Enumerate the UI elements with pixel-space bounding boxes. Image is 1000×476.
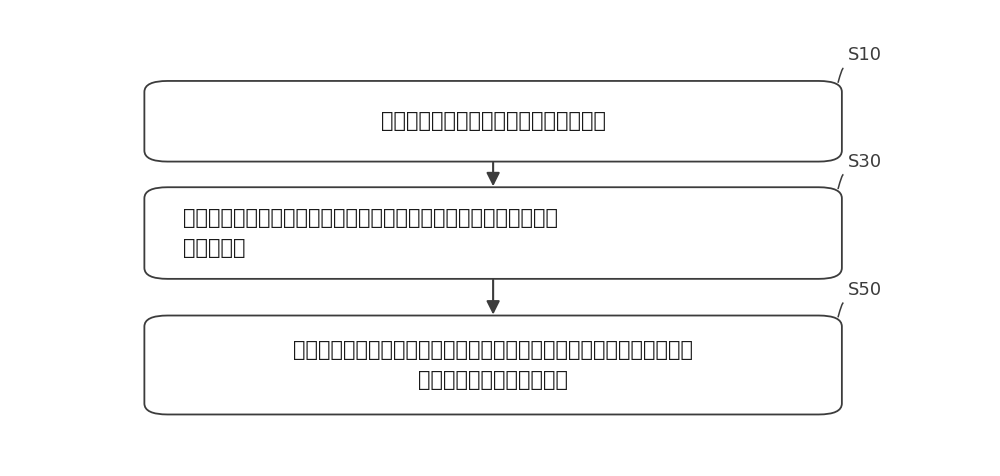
Text: S50: S50: [848, 281, 882, 299]
FancyBboxPatch shape: [144, 316, 842, 415]
FancyBboxPatch shape: [144, 81, 842, 161]
Text: 用户站自主推算当前自身所在波位编号；: 用户站自主推算当前自身所在波位编号；: [381, 111, 606, 131]
Text: 用户站在业务申请信息中附带波位编号和波位持续的有效时间上报给
卫星基站；: 用户站在业务申请信息中附带波位编号和波位持续的有效时间上报给 卫星基站；: [183, 208, 558, 258]
Text: S10: S10: [848, 47, 882, 64]
Text: S30: S30: [848, 153, 882, 171]
FancyBboxPatch shape: [144, 187, 842, 279]
Text: 卫星基站根据所述用户站所在波位编号和波位持续的有效时间统一调度波
束资源进行波束投射服务。: 卫星基站根据所述用户站所在波位编号和波位持续的有效时间统一调度波 束资源进行波束…: [293, 340, 693, 390]
